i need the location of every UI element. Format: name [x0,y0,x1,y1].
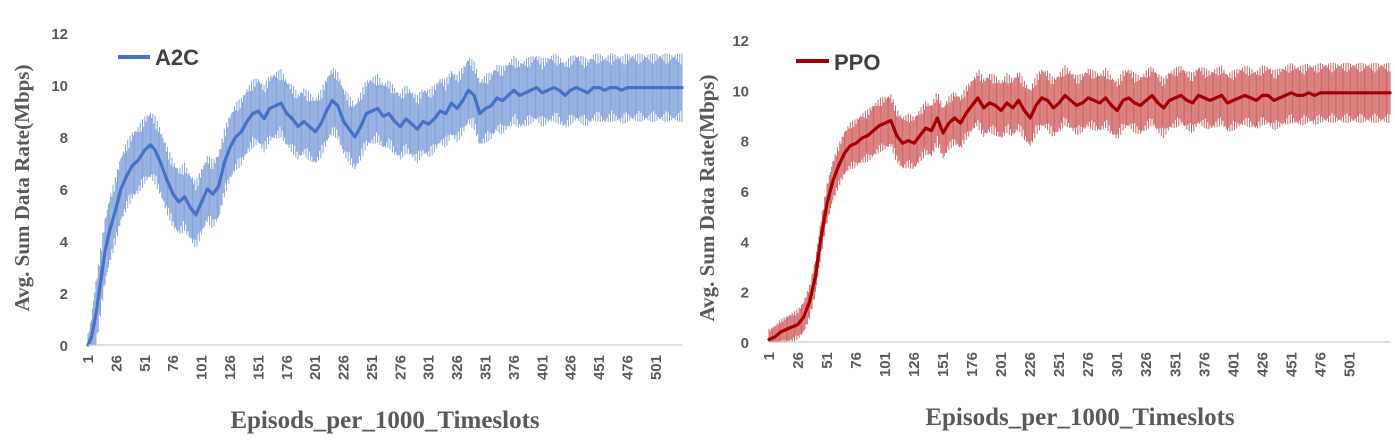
x-tick-label: 201 [993,352,1010,377]
x-tick-label: 326 [449,355,466,380]
x-tick-label: 426 [1254,352,1271,377]
series-line-layer [86,85,684,347]
legend-label: PPO [834,50,880,75]
x-tick-label: 226 [1022,352,1039,377]
y-tick-label: 10 [51,78,68,95]
y-tick-label: 6 [741,184,749,201]
x-tick-label: 501 [1341,352,1358,377]
x-tick-label: 126 [222,355,239,380]
x-tick-label: 476 [1312,352,1329,377]
x-tick-label: 301 [421,355,438,380]
x-tick-label: 276 [1080,352,1097,377]
x-tick-label: 451 [591,355,608,380]
y-tick-label: 0 [741,335,749,352]
x-tick-label: 426 [563,355,580,380]
x-tick-label: 376 [506,355,523,380]
x-tick-label: 501 [648,355,665,380]
x-tick-label: 351 [1167,352,1184,377]
y-tick-label: 8 [741,134,749,151]
x-tick-label: 1 [761,352,778,360]
x-tick-label: 176 [279,355,296,380]
x-tick-label: 451 [1283,352,1300,377]
x-tick-label: 1 [80,355,97,363]
y-tick-label: 6 [60,182,68,199]
x-tick-label: 151 [935,352,952,377]
x-tick-label: 276 [392,355,409,380]
y-tick-label: 12 [51,26,68,43]
x-tick-label: 51 [819,352,836,369]
y-tick-label: 12 [732,33,749,50]
y-tick-label: 8 [60,130,68,147]
x-tick-label: 76 [848,352,865,369]
x-tick-label: 326 [1138,352,1155,377]
x-tick-label: 376 [1196,352,1213,377]
series-line-a2c [86,85,684,347]
x-tick-label: 351 [478,355,495,380]
series-line-layer [767,91,1392,342]
x-tick-label: 401 [1225,352,1242,377]
y-axis-title: Avg. Sum Data Rate(Mbps) [695,75,719,322]
x-tick-label: 151 [250,355,267,380]
y-tick-label: 0 [60,338,68,355]
x-tick-label: 251 [364,355,381,380]
x-tick-label: 51 [137,355,154,372]
y-tick-label: 4 [60,234,69,251]
y-tick-label: 10 [732,83,749,100]
x-tick-label: 401 [534,355,551,380]
x-tick-label: 101 [877,352,894,377]
x-tick-label: 76 [165,355,182,372]
x-axis-title: Episods_per_1000_Timeslots [925,404,1235,431]
x-tick-label: 26 [790,352,807,369]
y-tick-label: 2 [741,285,749,302]
y-tick-label: 2 [60,286,68,303]
x-tick-label: 101 [194,355,211,380]
x-tick-label: 476 [619,355,636,380]
y-tick-label: 4 [741,234,750,251]
x-tick-label: 301 [1109,352,1126,377]
x-tick-label: 201 [307,355,324,380]
x-tick-label: 226 [336,355,353,380]
legend: A2C [118,45,199,70]
x-tick-label: 176 [964,352,981,377]
legend-label: A2C [155,45,199,70]
x-tick-label: 26 [108,355,125,372]
x-tick-label: 126 [906,352,923,377]
x-axis-title: Episods_per_1000_Timeslots [230,407,540,434]
y-axis-title: Avg. Sum Data Rate(Mbps) [10,65,34,312]
series-line-ppo [767,91,1392,342]
x-tick-label: 251 [1051,352,1068,377]
legend: PPO [796,50,880,75]
